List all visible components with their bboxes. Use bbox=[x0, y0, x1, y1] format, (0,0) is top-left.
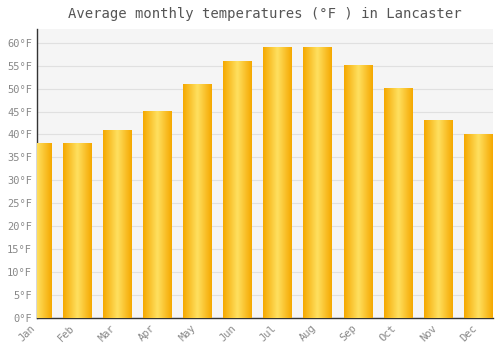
Bar bbox=[464, 134, 493, 318]
Bar bbox=[102, 130, 132, 318]
Bar bbox=[344, 66, 372, 318]
Bar bbox=[143, 112, 172, 318]
Bar bbox=[62, 144, 92, 318]
Bar bbox=[183, 84, 212, 318]
Title: Average monthly temperatures (°F ) in Lancaster: Average monthly temperatures (°F ) in La… bbox=[68, 7, 462, 21]
Bar bbox=[264, 47, 292, 318]
Bar bbox=[384, 89, 412, 318]
Bar bbox=[424, 121, 453, 318]
Bar bbox=[22, 144, 52, 318]
Bar bbox=[223, 61, 252, 318]
Bar bbox=[304, 47, 332, 318]
